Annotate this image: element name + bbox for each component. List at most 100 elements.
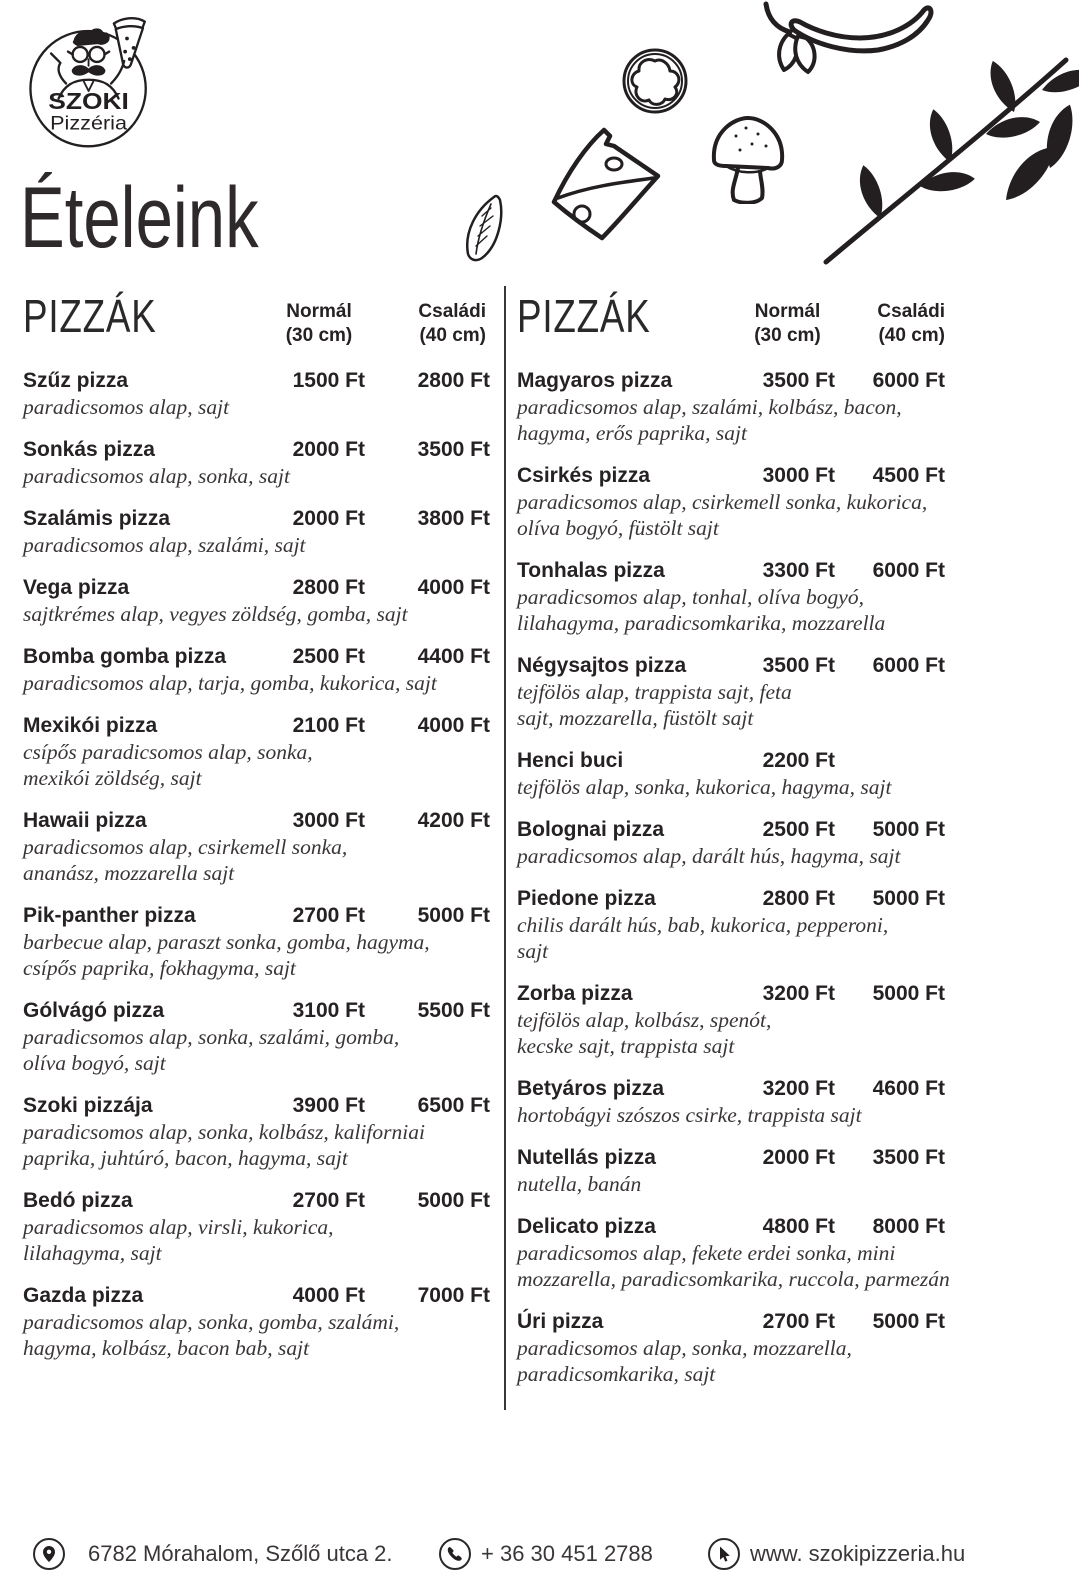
price-family: 4400 Ft: [417, 645, 490, 668]
mushroom-icon: [711, 116, 785, 204]
price-family: 6500 Ft: [417, 1094, 490, 1117]
price-family: 5000 Ft: [872, 887, 945, 910]
section-title: PIZZÁK: [517, 290, 651, 342]
phone-text: + 36 30 451 2788: [481, 1541, 653, 1566]
menu-item: Szűz pizza 1500 Ft 2800 Ft paradicsomos …: [23, 368, 490, 420]
pizza-name: Pik-panther pizza: [23, 904, 196, 927]
menu-item: Zorba pizza 3200 Ft 5000 Ft tejfölös ala…: [517, 981, 1060, 1059]
page-title: Ételeink: [20, 170, 259, 266]
pizza-ingredients: paradicsomos alap, szalámi, kolbász, bac…: [517, 395, 902, 445]
szoki-pizzeria-logo: SZOKI Pizzéria: [12, 16, 182, 171]
logo-brand-text: SZOKI: [48, 88, 129, 114]
pizza-ingredients: nutella, banán: [517, 1172, 642, 1196]
price-normal: 2000 Ft: [292, 438, 365, 461]
price-normal: 1500 Ft: [292, 369, 365, 392]
menu-item: Magyaros pizza 3500 Ft 6000 Ft paradicso…: [517, 368, 1060, 446]
menu-columns: PIZZÁK Normál (30 cm) Családi (40 cm) Sz…: [23, 286, 1060, 1410]
pizza-ingredients: csípős paradicsomos alap, sonka, mexikói…: [23, 740, 313, 790]
phone-icon: [439, 1538, 471, 1570]
website-group: www. szokipizzeria.hu: [708, 1538, 965, 1570]
column-header: PIZZÁK Normál (30 cm) Családi (40 cm): [517, 286, 1060, 348]
column-header: PIZZÁK Normál (30 cm) Családi (40 cm): [23, 286, 490, 348]
price-family: 5000 Ft: [872, 982, 945, 1005]
menu-item: Nutellás pizza 2000 Ft 3500 Ft nutella, …: [517, 1145, 1060, 1197]
price-normal: 3500 Ft: [762, 654, 835, 677]
price-normal: 2800 Ft: [292, 576, 365, 599]
menu-item: Hawaii pizza 3000 Ft 4200 Ft paradicsomo…: [23, 808, 490, 886]
pizza-ingredients: tejfölös alap, trappista sajt, feta sajt…: [517, 680, 792, 730]
price-family: 4600 Ft: [872, 1077, 945, 1100]
price-family: 3500 Ft: [417, 438, 490, 461]
price-normal: 2500 Ft: [292, 645, 365, 668]
price-normal: 4800 Ft: [762, 1215, 835, 1238]
size-header-family: Családi (40 cm): [418, 301, 486, 346]
menu-item-list: Szűz pizza 1500 Ft 2800 Ft paradicsomos …: [23, 368, 490, 1361]
chili-pepper-icon: [763, 1, 934, 74]
price-family: 3500 Ft: [872, 1146, 945, 1169]
herb-branch-icon: [823, 57, 1079, 265]
menu-item: Tonhalas pizza 3300 Ft 6000 Ft paradicso…: [517, 558, 1060, 636]
pizza-name: Magyaros pizza: [517, 369, 673, 392]
pizza-name: Nutellás pizza: [517, 1146, 656, 1169]
pizza-name: Hawaii pizza: [23, 809, 147, 832]
pizza-name: Négysajtos pizza: [517, 654, 687, 677]
price-normal: 2700 Ft: [292, 904, 365, 927]
pizza-name: Delicato pizza: [517, 1215, 656, 1238]
pizza-name: Piedone pizza: [517, 887, 656, 910]
menu-item: Szalámis pizza 2000 Ft 3800 Ft paradicso…: [23, 506, 490, 558]
pizza-name: Betyáros pizza: [517, 1077, 665, 1100]
pizza-column-right: PIZZÁK Normál (30 cm) Családi (40 cm) Ma…: [504, 286, 1060, 1410]
price-family: 5000 Ft: [872, 818, 945, 841]
pizza-ingredients: paradicsomos alap, virsli, kukorica, lil…: [23, 1215, 334, 1265]
price-family: 2800 Ft: [417, 369, 490, 392]
price-normal: 3000 Ft: [762, 464, 835, 487]
price-normal: 3300 Ft: [762, 559, 835, 582]
basil-leaf-icon: [465, 194, 503, 262]
menu-item: Úri pizza 2700 Ft 5000 Ft paradicsomos a…: [517, 1309, 1060, 1387]
menu-item: Bedó pizza 2700 Ft 5000 Ft paradicsomos …: [23, 1188, 490, 1266]
price-family: 4000 Ft: [417, 714, 490, 737]
logo-subtitle-text: Pizzéria: [50, 112, 127, 134]
pizza-name: Sonkás pizza: [23, 438, 155, 461]
price-normal: 3200 Ft: [762, 982, 835, 1005]
pizza-name: Szalámis pizza: [23, 507, 171, 530]
price-family: 4000 Ft: [417, 576, 490, 599]
pizza-name: Csirkés pizza: [517, 464, 651, 487]
menu-item: Delicato pizza 4800 Ft 8000 Ft paradicso…: [517, 1214, 1060, 1292]
price-family: 5000 Ft: [417, 1189, 490, 1212]
menu-item: Mexikói pizza 2100 Ft 4000 Ft csípős par…: [23, 713, 490, 791]
pizza-name: Henci buci: [517, 749, 624, 772]
pizza-ingredients: tejfölös alap, sonka, kukorica, hagyma, …: [517, 775, 892, 799]
menu-item: Sonkás pizza 2000 Ft 3500 Ft paradicsomo…: [23, 437, 490, 489]
price-family: 5500 Ft: [417, 999, 490, 1022]
price-normal: 3500 Ft: [762, 369, 835, 392]
price-family: 6000 Ft: [872, 559, 945, 582]
pizza-ingredients: hortobágyi szószos csirke, trappista saj…: [517, 1103, 862, 1127]
pizza-ingredients: paradicsomos alap, darált hús, hagyma, s…: [517, 844, 901, 868]
pizza-name: Bolognai pizza: [517, 818, 664, 841]
pizza-ingredients: paradicsomos alap, sonka, gomba, szalámi…: [23, 1310, 400, 1360]
price-normal: 3900 Ft: [292, 1094, 365, 1117]
menu-item: Csirkés pizza 3000 Ft 4500 Ft paradicsom…: [517, 463, 1060, 541]
pizza-ingredients: paradicsomos alap, sonka, mozzarella, pa…: [517, 1336, 852, 1386]
pizza-name: Gazda pizza: [23, 1284, 144, 1307]
menu-item: Henci buci 2200 Ft tejfölös alap, sonka,…: [517, 748, 1060, 800]
pizza-ingredients: paradicsomos alap, sajt: [23, 395, 230, 419]
price-family: 5000 Ft: [872, 1310, 945, 1333]
menu-item: Szoki pizzája 3900 Ft 6500 Ft paradicsom…: [23, 1093, 490, 1171]
price-family: 6000 Ft: [872, 369, 945, 392]
price-normal: 2500 Ft: [762, 818, 835, 841]
price-normal: 4000 Ft: [292, 1284, 365, 1307]
price-family: 8000 Ft: [872, 1215, 945, 1238]
menu-item: Négysajtos pizza 3500 Ft 6000 Ft tejfölö…: [517, 653, 1060, 731]
price-normal: 2000 Ft: [762, 1146, 835, 1169]
price-family: 3800 Ft: [417, 507, 490, 530]
menu-item: Pik-panther pizza 2700 Ft 5000 Ft barbec…: [23, 903, 490, 981]
pizza-ingredients: paradicsomos alap, tonhal, olíva bogyó, …: [517, 585, 886, 635]
phone-group: + 36 30 451 2788: [439, 1538, 653, 1570]
pizza-name: Bedó pizza: [23, 1189, 133, 1212]
price-family: 4500 Ft: [872, 464, 945, 487]
size-header-family: Családi (40 cm): [877, 301, 945, 346]
pizza-ingredients: paradicsomos alap, sonka, szalámi, gomba…: [23, 1025, 400, 1075]
